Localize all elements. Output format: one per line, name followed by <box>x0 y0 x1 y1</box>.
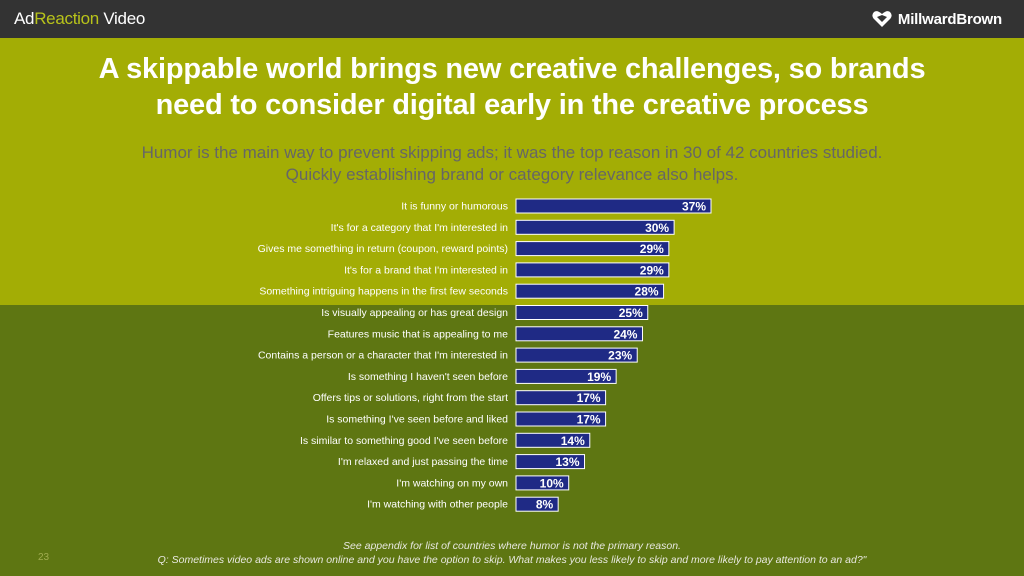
bar <box>515 475 570 491</box>
bar-value-label: 19% <box>587 370 611 384</box>
bar <box>515 241 670 257</box>
category-label: I'm watching on my own <box>396 477 508 489</box>
logo-part-reaction: Reaction <box>34 9 99 28</box>
bar <box>515 347 638 363</box>
bar <box>515 262 670 278</box>
category-label: Features music that is appealing to me <box>328 328 509 340</box>
bar-value-label: 24% <box>613 327 637 341</box>
title-band <box>0 38 1024 305</box>
adreaction-logo: AdReaction Video <box>14 9 145 29</box>
millwardbrown-logo: MillwardBrown <box>872 10 1002 28</box>
logo-part-video: Video <box>98 9 146 28</box>
bar <box>515 198 712 214</box>
bar-value-label: 14% <box>561 434 585 448</box>
bar-value-label: 23% <box>608 349 632 363</box>
logo-part-ad: Ad <box>14 9 35 28</box>
bar-value-label: 8% <box>536 498 554 512</box>
category-label: Offers tips or solutions, right from the… <box>313 392 508 404</box>
bar <box>515 219 675 235</box>
bar-value-label: 13% <box>555 455 579 469</box>
bar <box>515 305 649 320</box>
bar-value-label: 10% <box>540 476 564 490</box>
bar <box>515 496 559 512</box>
category-label: Contains a person or a character that I'… <box>258 350 508 362</box>
category-label: Is something I've seen before and liked <box>326 414 508 426</box>
millwardbrown-logo-text: MillwardBrown <box>897 10 1002 28</box>
category-label: I'm relaxed and just passing the time <box>338 456 508 468</box>
footnote-line1: See appendix for list of countries where… <box>343 540 681 552</box>
page-number: 23 <box>38 552 50 563</box>
bar-value-label: 37% <box>682 200 706 214</box>
category-label: Is similar to something good I've seen b… <box>300 435 508 447</box>
bar-value-label: 17% <box>577 413 601 427</box>
bar-value-label: 30% <box>645 221 669 235</box>
category-label: It is funny or humorous <box>401 201 508 213</box>
millwardbrown-heart-icon <box>872 11 892 27</box>
bar-value-label: 25% <box>619 306 643 320</box>
slide-title-line1: A skippable world brings new creative ch… <box>98 53 926 85</box>
slide-subtitle-line1: Humor is the main way to prevent skippin… <box>141 143 883 162</box>
bar-value-label: 29% <box>640 242 664 256</box>
footnote: See appendix for list of countries where… <box>0 539 1024 567</box>
bar <box>515 368 617 384</box>
bar-value-label: 29% <box>640 263 664 277</box>
slide-subtitle: Humor is the main way to prevent skippin… <box>0 142 1024 186</box>
bar <box>515 326 643 342</box>
bar-value-label: 17% <box>577 391 601 405</box>
slide-title-line2: need to consider digital early in the cr… <box>155 89 869 121</box>
slide-title: A skippable world brings new creative ch… <box>0 51 1024 123</box>
slide-subtitle-line2: Quickly establishing brand or category r… <box>285 165 739 184</box>
category-label: Gives me something in return (coupon, re… <box>258 243 508 255</box>
category-label: It's for a brand that I'm interested in <box>344 264 508 276</box>
bar <box>515 390 607 406</box>
category-label: Something intriguing happens in the firs… <box>259 286 508 298</box>
category-label: Is visually appealing or has great desig… <box>321 307 508 319</box>
bar <box>515 283 665 299</box>
bar <box>515 432 591 448</box>
bar <box>515 454 586 470</box>
top-bar: AdReaction Video MillwardBrown <box>0 0 1024 38</box>
category-label: I'm watching with other people <box>367 499 508 511</box>
category-label: It's for a category that I'm interested … <box>331 222 509 234</box>
footnote-question: Q: Sometimes video ads are shown online … <box>157 554 867 566</box>
category-label: Is something I haven't seen before <box>348 371 508 383</box>
bar <box>515 411 607 427</box>
bar-value-label: 28% <box>635 285 659 299</box>
